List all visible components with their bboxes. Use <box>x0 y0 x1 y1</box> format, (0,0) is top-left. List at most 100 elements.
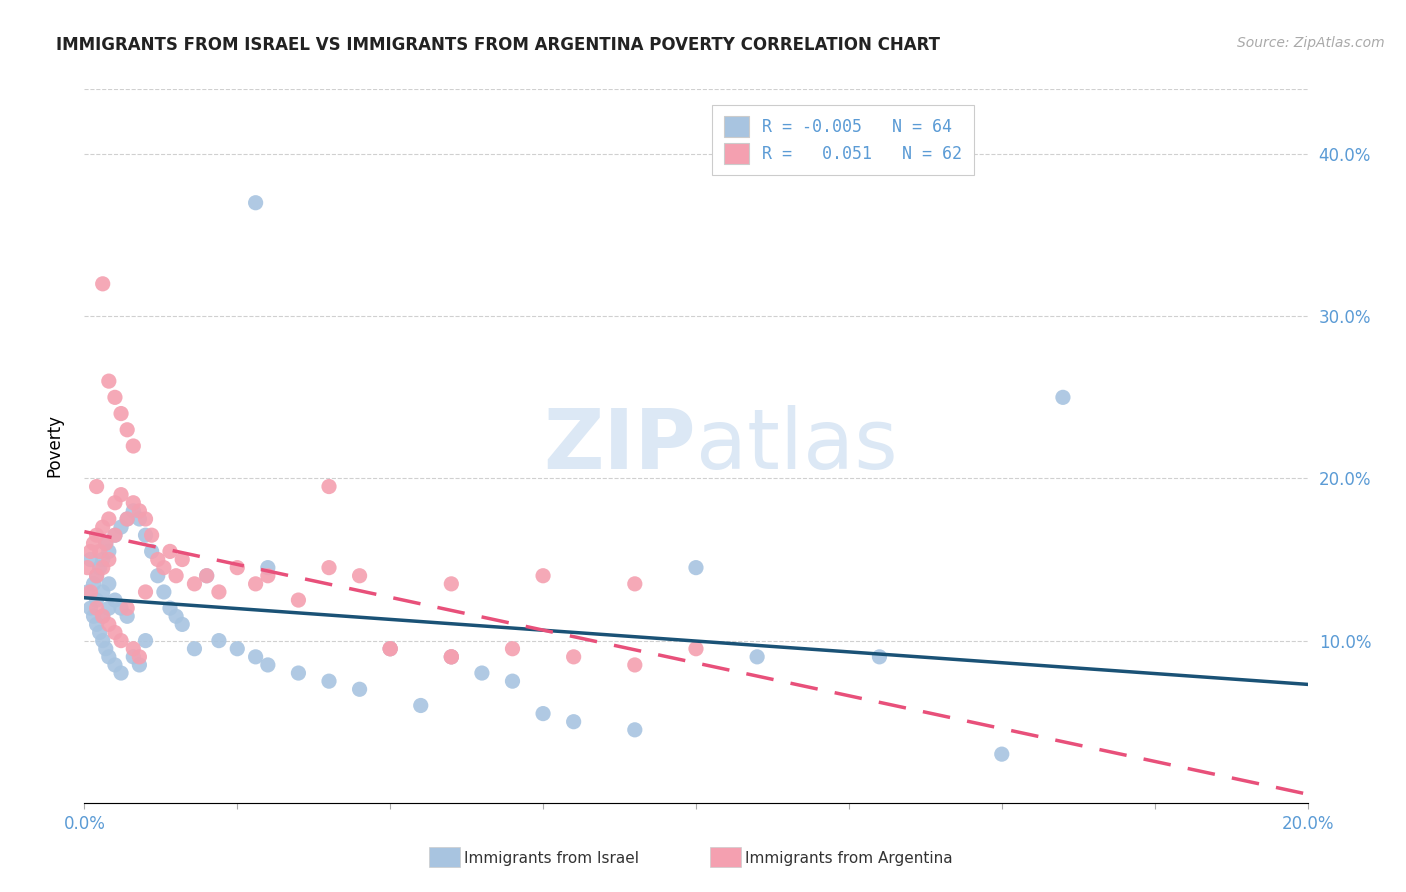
Point <box>115 609 138 624</box>
Point <box>104 657 127 672</box>
Point <box>97 544 120 558</box>
Point <box>97 512 120 526</box>
Point <box>135 512 157 526</box>
Point <box>624 657 647 672</box>
Point <box>76 560 98 574</box>
Point <box>172 552 194 566</box>
Point <box>440 649 463 664</box>
Point <box>685 560 707 574</box>
Point <box>115 512 138 526</box>
Point <box>86 601 108 615</box>
Point <box>79 585 101 599</box>
Point <box>257 568 280 582</box>
Point <box>110 601 132 615</box>
Point <box>89 625 111 640</box>
Text: IMMIGRANTS FROM ISRAEL VS IMMIGRANTS FROM ARGENTINA POVERTY CORRELATION CHART: IMMIGRANTS FROM ISRAEL VS IMMIGRANTS FRO… <box>56 36 941 54</box>
Point <box>89 544 111 558</box>
Point <box>208 585 231 599</box>
Point <box>91 609 114 624</box>
Point <box>257 560 280 574</box>
Point <box>79 544 101 558</box>
Point <box>104 528 127 542</box>
Point <box>97 601 120 615</box>
Point <box>159 601 181 615</box>
Point <box>471 666 494 681</box>
Point <box>531 706 554 721</box>
Point <box>128 657 150 672</box>
Point <box>349 568 371 582</box>
Y-axis label: Poverty: Poverty <box>45 415 63 477</box>
Text: Immigrants from Argentina: Immigrants from Argentina <box>745 851 953 865</box>
Point <box>991 747 1014 761</box>
Point <box>440 577 463 591</box>
Point <box>440 649 463 664</box>
Point <box>502 674 524 689</box>
Point <box>110 407 132 421</box>
Point <box>91 277 114 291</box>
Point <box>89 560 111 574</box>
Point <box>104 390 127 404</box>
Point <box>159 544 181 558</box>
Point <box>624 723 647 737</box>
Point <box>135 585 157 599</box>
Point <box>562 714 585 729</box>
Point <box>104 496 127 510</box>
Point <box>624 577 647 591</box>
Point <box>115 423 138 437</box>
Point <box>97 374 120 388</box>
Point <box>128 504 150 518</box>
Point <box>122 641 145 656</box>
Point <box>153 560 176 574</box>
Text: ZIP: ZIP <box>544 406 696 486</box>
Point <box>531 568 554 582</box>
Point <box>318 674 340 689</box>
Point <box>226 560 249 574</box>
Point <box>195 568 218 582</box>
Point <box>86 617 108 632</box>
Point <box>380 641 402 656</box>
Point <box>97 577 120 591</box>
Point <box>94 536 117 550</box>
Point <box>91 552 114 566</box>
Point <box>869 649 891 664</box>
Point <box>245 195 267 210</box>
Point <box>562 649 585 664</box>
Point <box>135 528 157 542</box>
Point <box>91 609 114 624</box>
Point <box>79 601 101 615</box>
Point <box>110 520 132 534</box>
Point <box>110 633 132 648</box>
Point <box>287 593 309 607</box>
Point <box>91 520 114 534</box>
Point <box>146 552 169 566</box>
Point <box>115 601 138 615</box>
Point <box>79 552 101 566</box>
Point <box>97 552 120 566</box>
Point <box>318 479 340 493</box>
Text: Immigrants from Israel: Immigrants from Israel <box>464 851 638 865</box>
Point <box>153 585 176 599</box>
Point <box>141 544 163 558</box>
Point <box>94 641 117 656</box>
Point <box>122 439 145 453</box>
Point <box>86 479 108 493</box>
Point <box>91 560 114 574</box>
Point <box>146 568 169 582</box>
Point <box>257 657 280 672</box>
Point <box>104 593 127 607</box>
Point <box>97 617 120 632</box>
Point <box>86 568 108 582</box>
Point <box>91 585 114 599</box>
Point <box>287 666 309 681</box>
Point <box>1052 390 1074 404</box>
Point <box>245 649 267 664</box>
Point <box>245 577 267 591</box>
Text: atlas: atlas <box>696 406 897 486</box>
Point <box>115 512 138 526</box>
Point <box>122 504 145 518</box>
Point <box>502 641 524 656</box>
Point <box>380 641 402 656</box>
Point <box>208 633 231 648</box>
Point <box>318 560 340 574</box>
Point <box>226 641 249 656</box>
